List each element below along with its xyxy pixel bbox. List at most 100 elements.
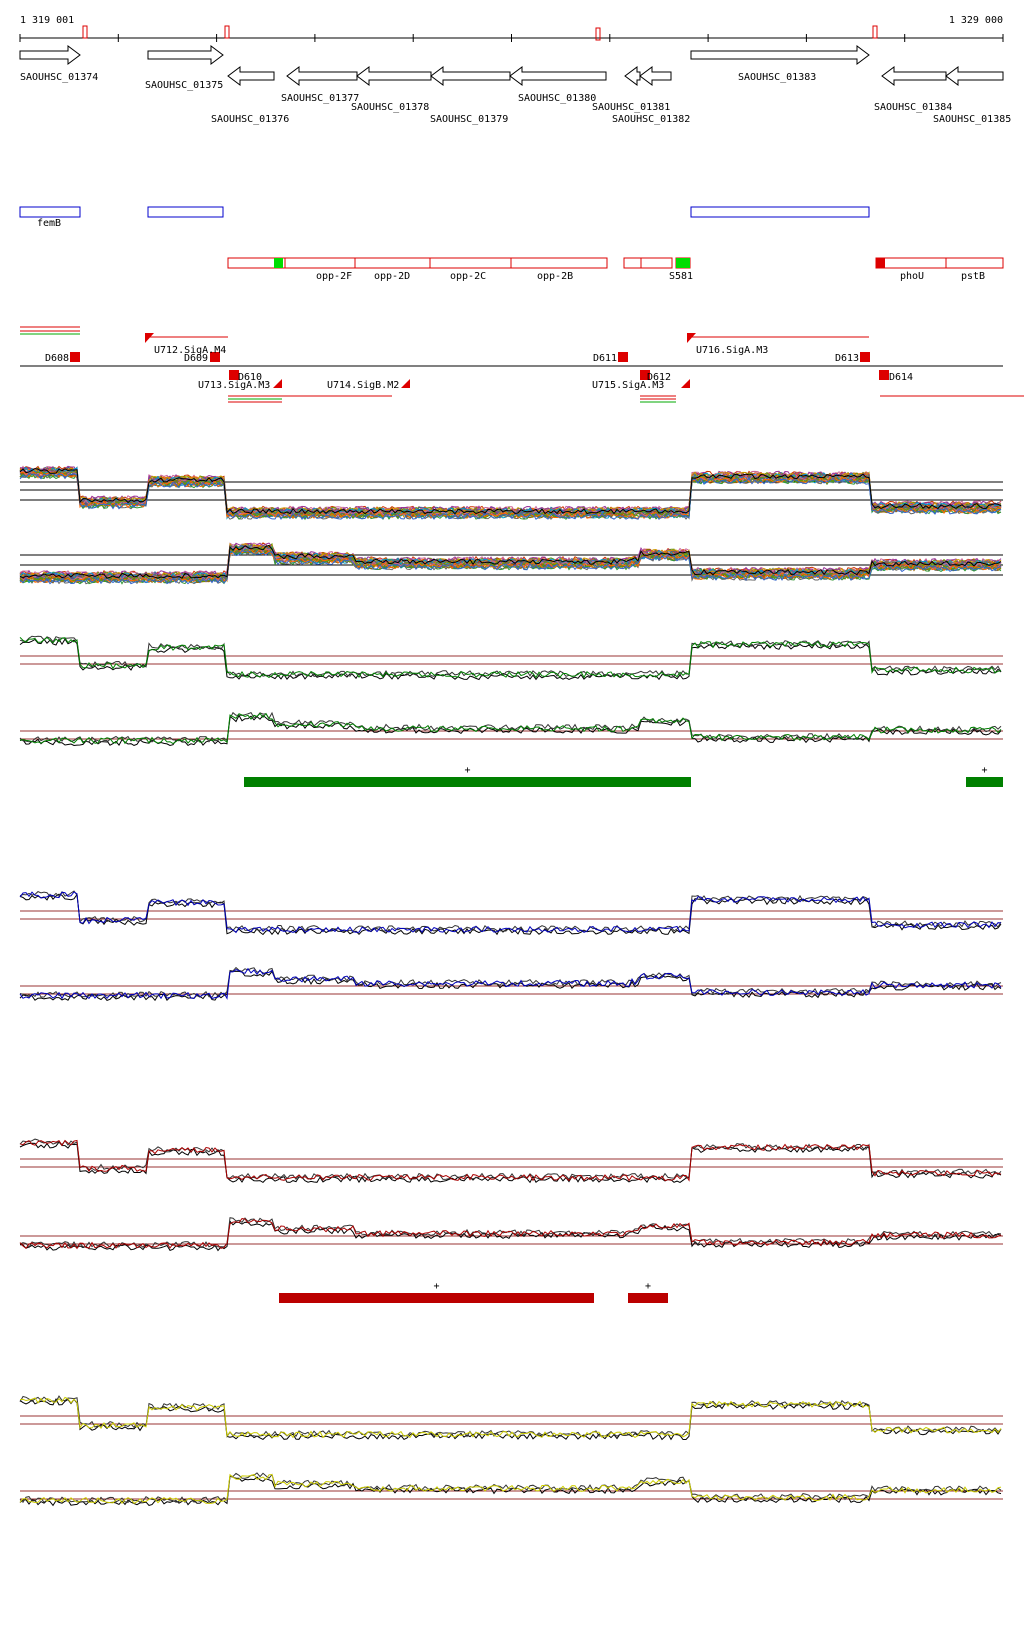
signal-track <box>19 1217 1003 1252</box>
blue-region-label: femB <box>37 218 61 229</box>
red-region-label: pstB <box>961 271 985 282</box>
segment-mark: + <box>645 1281 651 1292</box>
feature-label: D613 <box>835 353 859 364</box>
segment-bar <box>628 1293 668 1303</box>
signal-track <box>19 711 1003 747</box>
green-marker <box>676 258 690 268</box>
blue-region[interactable] <box>690 206 870 218</box>
feature-label: U712.SigA.M4 <box>154 345 226 356</box>
red-region-label: opp-2C <box>450 271 486 282</box>
signal-line <box>19 891 1002 934</box>
feature-box <box>70 352 80 362</box>
gene-arrow[interactable] <box>227 66 275 86</box>
promoter-flag <box>273 379 282 388</box>
signal-line <box>19 544 1002 579</box>
signal-line <box>19 1218 1002 1250</box>
promoter-flag <box>145 333 154 343</box>
signal-track <box>19 1472 1003 1507</box>
axis-marker <box>82 25 88 39</box>
gene-arrow[interactable] <box>624 66 641 86</box>
signal-line <box>19 1396 1002 1439</box>
promoter-flag <box>687 333 696 343</box>
gene-arrow[interactable] <box>286 66 358 86</box>
red-region[interactable] <box>623 257 642 269</box>
gene-label: SAOUHSC_01381 <box>592 102 670 113</box>
feature-label: D612 <box>647 372 671 383</box>
gene-arrow[interactable] <box>690 45 870 65</box>
gene-label: SAOUHSC_01378 <box>351 102 429 113</box>
gene-label: SAOUHSC_01380 <box>518 93 596 104</box>
red-region-label: opp-2B <box>537 271 573 282</box>
blue-region[interactable] <box>19 206 81 218</box>
blue-region-track: femB <box>19 206 870 229</box>
red-region[interactable] <box>945 257 1004 269</box>
signal-line <box>19 635 1002 678</box>
red-region[interactable] <box>354 257 431 269</box>
blue-region[interactable] <box>147 206 224 218</box>
signal-line <box>19 1141 1002 1184</box>
signal-line <box>19 1472 1002 1504</box>
red-region-track: opp-2F opp-2D opp-2C opp-2B S581 phoU pstB <box>227 257 1004 282</box>
signal-track <box>19 1138 1003 1184</box>
gene-label: SAOUHSC_01384 <box>874 102 952 113</box>
gene-label: SAOUHSC_01383 <box>738 72 816 83</box>
signal-line <box>19 711 1002 743</box>
signal-line <box>19 712 1002 745</box>
gene-label: SAOUHSC_01385 <box>933 114 1011 125</box>
segment-bars: + + + + <box>244 765 1003 1303</box>
red-region[interactable] <box>429 257 512 269</box>
red-region[interactable] <box>510 257 608 269</box>
segment-mark: + <box>981 765 987 776</box>
signal-line <box>19 1395 1002 1438</box>
gene-arrow[interactable] <box>147 45 224 65</box>
axis-marker <box>595 27 601 41</box>
signal-track <box>19 1395 1003 1441</box>
gene-label: SAOUHSC_01379 <box>430 114 508 125</box>
signal-line <box>19 549 1002 585</box>
feature-label: U716.SigA.M3 <box>696 345 768 356</box>
promoter-flag <box>681 379 690 388</box>
feature-label: D609 <box>184 353 208 364</box>
signal-line <box>19 1473 1002 1505</box>
signal-line <box>19 636 1002 679</box>
feature-label: D614 <box>889 372 913 383</box>
gene-arrow[interactable] <box>509 66 607 86</box>
segment-bar <box>966 777 1003 787</box>
signal-line <box>19 714 1002 747</box>
feature-box <box>640 370 650 380</box>
promoter-flag <box>401 379 410 388</box>
gene-arrow[interactable] <box>19 45 81 65</box>
red-region[interactable] <box>875 257 947 269</box>
segment-mark: + <box>464 765 470 776</box>
red-region[interactable] <box>284 257 356 269</box>
signal-line <box>19 547 1002 584</box>
gene-arrow[interactable] <box>945 66 1004 86</box>
red-region-label: phoU <box>900 271 924 282</box>
green-marker <box>274 258 283 268</box>
signal-line <box>19 967 1002 1000</box>
red-region[interactable] <box>640 257 673 269</box>
gene-label: SAOUHSC_01374 <box>20 72 98 83</box>
gene-label: SAOUHSC_01375 <box>145 80 223 91</box>
feature-box <box>210 352 220 362</box>
gene-arrow[interactable] <box>356 66 432 86</box>
gene-arrow[interactable] <box>639 66 672 86</box>
axis-marker <box>872 25 878 39</box>
feature-box <box>879 370 889 380</box>
gene-arrow[interactable] <box>881 66 947 86</box>
red-region-label: opp-2F <box>316 271 352 282</box>
feature-box <box>618 352 628 362</box>
signal-track <box>19 465 1003 521</box>
segment-bar <box>244 777 691 787</box>
gene-track: SAOUHSC_01374 SAOUHSC_01375 SAOUHSC_01376 S… <box>19 45 1011 125</box>
feature-label: U715.SigA.M3 <box>592 380 664 391</box>
gene-arrow[interactable] <box>430 66 511 86</box>
signal-track <box>19 542 1003 585</box>
feature-label: D608 <box>45 353 69 364</box>
signal-tracks <box>19 465 1003 1507</box>
gene-label: SAOUHSC_01376 <box>211 114 289 125</box>
axis-end-label: 1 329 000 <box>949 15 1003 26</box>
segment-mark: + <box>433 1281 439 1292</box>
